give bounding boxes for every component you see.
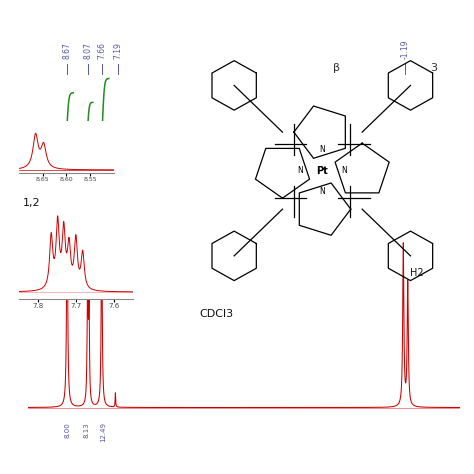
Text: 7.66: 7.66 <box>97 42 106 59</box>
Text: 7.19: 7.19 <box>113 43 122 59</box>
Text: 8.00: 8.00 <box>64 422 70 438</box>
Text: -1.19: -1.19 <box>400 40 409 59</box>
Text: 8.67: 8.67 <box>63 43 72 59</box>
Text: β: β <box>333 63 340 73</box>
Text: 12.49: 12.49 <box>100 422 106 442</box>
Text: CDCl3: CDCl3 <box>200 309 234 319</box>
Text: 8.07: 8.07 <box>83 43 92 59</box>
Text: N: N <box>341 166 347 175</box>
Text: 3: 3 <box>430 63 437 73</box>
Text: N: N <box>319 145 325 154</box>
Text: N: N <box>298 166 303 175</box>
Text: H2: H2 <box>410 268 424 278</box>
Text: 1,2: 1,2 <box>23 198 40 208</box>
Text: 8.13: 8.13 <box>83 422 89 438</box>
Text: N: N <box>319 187 325 196</box>
Text: Pt: Pt <box>317 165 328 176</box>
